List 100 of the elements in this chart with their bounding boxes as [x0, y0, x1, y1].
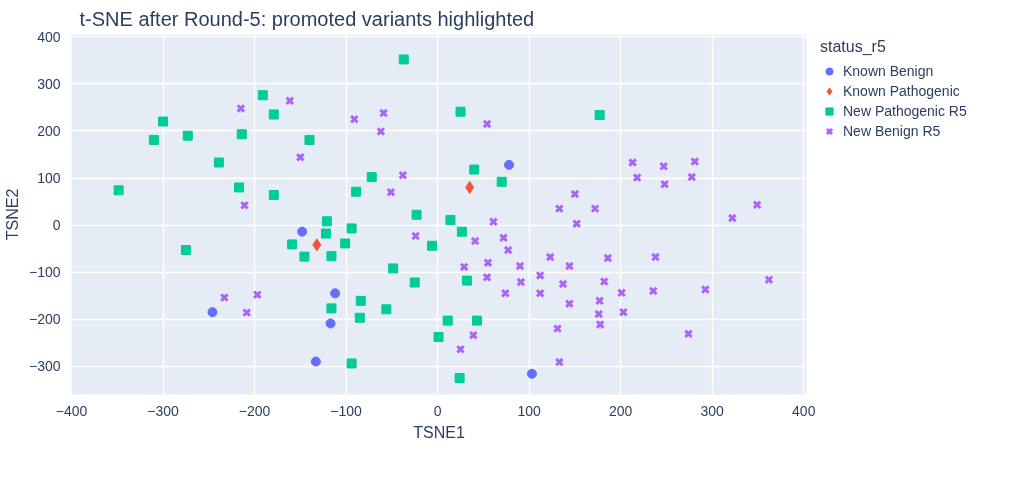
point [482, 119, 492, 129]
point [468, 330, 479, 340]
point [627, 157, 638, 168]
point [455, 106, 466, 117]
point [321, 216, 332, 227]
point [503, 245, 513, 255]
y-tick-label: −300 [28, 358, 61, 375]
y-tick-label: 400 [37, 28, 61, 45]
point [349, 114, 360, 124]
point [488, 217, 499, 227]
point [594, 109, 605, 120]
point [236, 129, 247, 140]
legend-label: New Benign R5 [843, 122, 941, 141]
point [304, 134, 315, 145]
x-tick-label: −200 [238, 402, 271, 419]
x-axis-title: TSNE1 [413, 423, 465, 441]
point [330, 288, 341, 299]
legend-label: New Pathogenic R5 [843, 102, 967, 121]
point [386, 187, 396, 197]
x-tick-label: −100 [330, 402, 363, 419]
point [325, 318, 336, 329]
point [287, 239, 298, 250]
point [310, 356, 321, 367]
point [257, 90, 268, 101]
x-tick-label: 100 [517, 402, 542, 419]
point [148, 134, 159, 145]
point [351, 186, 362, 197]
point [442, 315, 453, 326]
point [213, 157, 224, 168]
legend-label: Known Benign [843, 62, 934, 81]
point [470, 236, 480, 246]
point [410, 231, 421, 241]
point [700, 284, 711, 295]
point [346, 223, 357, 234]
x-tick-label: 400 [792, 402, 816, 419]
point [496, 176, 507, 187]
point [285, 96, 295, 106]
point [454, 373, 465, 384]
point [516, 277, 526, 287]
point [455, 344, 466, 355]
point [398, 54, 409, 65]
point [207, 307, 218, 318]
x-tick-label: 0 [433, 402, 442, 419]
point [346, 358, 357, 369]
point [388, 263, 399, 274]
point [398, 170, 408, 180]
chart-title: t-SNE after Round-5: promoted variants highlighted [79, 7, 535, 30]
point [378, 108, 389, 118]
point [295, 152, 306, 163]
point [504, 159, 515, 170]
point [411, 209, 422, 220]
point [312, 238, 322, 252]
point [366, 172, 377, 183]
point [498, 233, 509, 243]
point [445, 214, 456, 225]
point [433, 332, 444, 343]
point [381, 304, 392, 315]
point [234, 182, 244, 193]
point [554, 203, 565, 214]
y-tick-label: 200 [37, 122, 61, 139]
point [482, 272, 492, 283]
x-tick-label: 200 [609, 402, 633, 419]
x-tick-label: −400 [55, 402, 88, 419]
point [268, 109, 279, 120]
point [297, 226, 308, 237]
point [219, 292, 230, 303]
point [252, 290, 262, 300]
x-tick-label: 300 [700, 402, 725, 419]
y-tick-label: 0 [52, 217, 61, 234]
point [299, 251, 310, 262]
point [354, 312, 365, 323]
point [465, 180, 475, 194]
point [355, 295, 366, 306]
point [515, 261, 525, 271]
point [427, 240, 438, 251]
y-tick-label: −100 [28, 264, 61, 281]
point [456, 226, 467, 237]
y-tick-label: −200 [28, 311, 61, 328]
y-tick-label: 300 [37, 75, 61, 92]
point [469, 164, 480, 175]
point [564, 298, 575, 309]
legend-label: Known Pathogenic [843, 82, 960, 101]
point [552, 323, 563, 334]
point [409, 277, 420, 288]
point [113, 185, 124, 196]
point [500, 288, 511, 299]
point [570, 189, 580, 199]
y-tick-label: 100 [37, 170, 61, 187]
point [471, 315, 482, 326]
point [242, 307, 252, 318]
point [180, 245, 191, 256]
x-tick-label: −300 [147, 402, 180, 419]
point [320, 228, 331, 239]
point [376, 126, 386, 137]
point [483, 258, 493, 268]
point [268, 189, 279, 200]
y-axis-title: TSNE2 [3, 188, 21, 241]
point [459, 262, 469, 272]
point [461, 275, 472, 286]
point [326, 303, 337, 314]
